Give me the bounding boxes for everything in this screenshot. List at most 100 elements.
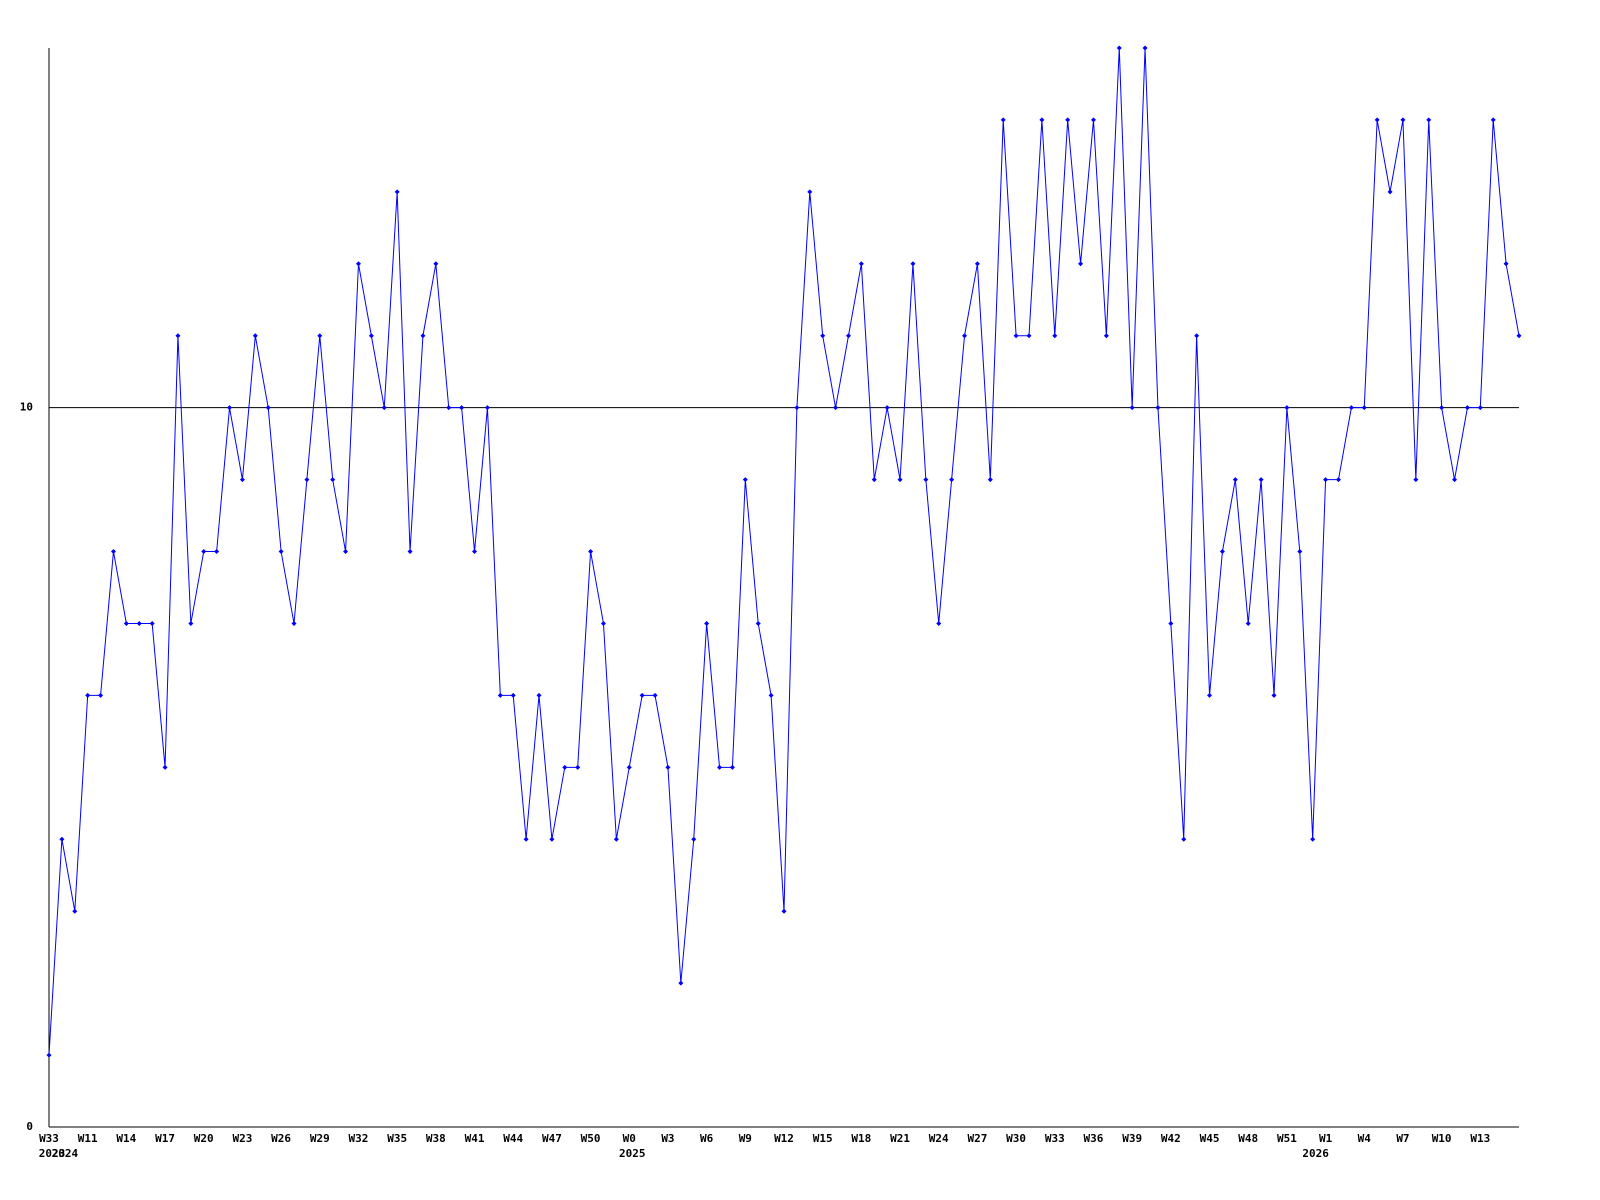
data-point xyxy=(201,549,207,555)
data-point xyxy=(1194,333,1200,339)
data-point xyxy=(1490,117,1496,123)
data-point xyxy=(1000,117,1006,123)
data-point xyxy=(188,620,194,626)
x-tick-label: W33 xyxy=(1045,1132,1065,1145)
data-point xyxy=(162,764,168,770)
year-label: 2026 xyxy=(1302,1147,1329,1160)
data-point xyxy=(781,908,787,914)
data-point xyxy=(227,405,233,411)
data-point xyxy=(1361,405,1367,411)
x-tick-label: W42 xyxy=(1161,1132,1181,1145)
x-tick-label: W45 xyxy=(1200,1132,1220,1145)
x-tick-label: W6 xyxy=(700,1132,714,1145)
data-point xyxy=(807,189,813,195)
data-point xyxy=(1078,261,1084,267)
data-point xyxy=(1245,620,1251,626)
x-tick-label: W9 xyxy=(739,1132,752,1145)
data-point xyxy=(1207,692,1213,698)
data-point xyxy=(98,692,104,698)
x-tick-label: W50 xyxy=(581,1132,601,1145)
data-point xyxy=(136,620,142,626)
x-tick-label: W27 xyxy=(967,1132,987,1145)
data-point xyxy=(304,477,310,483)
data-point xyxy=(1323,477,1329,483)
x-tick-label: W36 xyxy=(1084,1132,1104,1145)
x-tick-label: W38 xyxy=(426,1132,446,1145)
data-point xyxy=(510,692,516,698)
x-tick-label: W47 xyxy=(542,1132,562,1145)
data-point xyxy=(330,477,336,483)
data-point xyxy=(962,333,968,339)
data-point xyxy=(46,1052,52,1058)
data-point xyxy=(72,908,78,914)
data-point xyxy=(1026,333,1032,339)
y-tick-label: 0 xyxy=(26,1120,33,1133)
data-point xyxy=(755,620,761,626)
data-point xyxy=(368,333,374,339)
x-tick-label: W1 xyxy=(1319,1132,1333,1145)
data-point xyxy=(472,549,478,555)
data-point xyxy=(175,333,181,339)
data-point xyxy=(1439,405,1445,411)
data-point xyxy=(1129,405,1135,411)
data-point xyxy=(291,620,297,626)
data-point xyxy=(459,405,465,411)
data-point xyxy=(317,333,323,339)
data-point xyxy=(1374,117,1380,123)
data-point xyxy=(923,477,929,483)
x-tick-label: W18 xyxy=(851,1132,871,1145)
data-point xyxy=(1284,405,1290,411)
data-point xyxy=(1219,549,1225,555)
data-point xyxy=(974,261,980,267)
data-point xyxy=(381,405,387,411)
x-tick-label: W20 xyxy=(194,1132,214,1145)
x-tick-label: W0 xyxy=(623,1132,636,1145)
data-point xyxy=(600,620,606,626)
data-point xyxy=(149,620,155,626)
data-point xyxy=(884,405,890,411)
data-point xyxy=(110,549,116,555)
data-point xyxy=(626,764,632,770)
y-tick-label: 10 xyxy=(20,401,33,414)
data-point xyxy=(562,764,568,770)
data-point xyxy=(936,620,942,626)
year-label: 2024 xyxy=(52,1147,79,1160)
data-point xyxy=(704,620,710,626)
data-point xyxy=(394,189,400,195)
data-point xyxy=(420,333,426,339)
x-tick-label: W23 xyxy=(232,1132,252,1145)
x-tick-label: W4 xyxy=(1358,1132,1372,1145)
data-point xyxy=(1464,405,1470,411)
data-point xyxy=(613,836,619,842)
data-point xyxy=(343,549,349,555)
data-point xyxy=(214,549,220,555)
x-tick-label: W13 xyxy=(1470,1132,1490,1145)
data-point xyxy=(845,333,851,339)
data-point xyxy=(1258,477,1264,483)
data-point xyxy=(59,836,65,842)
x-tick-label: W11 xyxy=(78,1132,98,1145)
x-tick-label: W21 xyxy=(890,1132,910,1145)
data-point xyxy=(446,405,452,411)
year-label: 2023 xyxy=(39,1147,66,1160)
data-point xyxy=(536,692,542,698)
data-point xyxy=(355,261,361,267)
x-tick-label: W32 xyxy=(349,1132,369,1145)
data-point xyxy=(484,405,490,411)
data-point xyxy=(407,549,413,555)
x-tick-label: W24 xyxy=(929,1132,949,1145)
data-point xyxy=(1271,692,1277,698)
data-point xyxy=(1168,620,1174,626)
year-label: 2025 xyxy=(619,1147,646,1160)
x-tick-label: W33 xyxy=(39,1132,59,1145)
data-point xyxy=(1516,333,1522,339)
data-point xyxy=(897,477,903,483)
data-point xyxy=(820,333,826,339)
data-point xyxy=(987,477,993,483)
data-point xyxy=(1103,333,1109,339)
data-point xyxy=(1155,405,1161,411)
data-point xyxy=(239,477,245,483)
data-point xyxy=(1310,836,1316,842)
